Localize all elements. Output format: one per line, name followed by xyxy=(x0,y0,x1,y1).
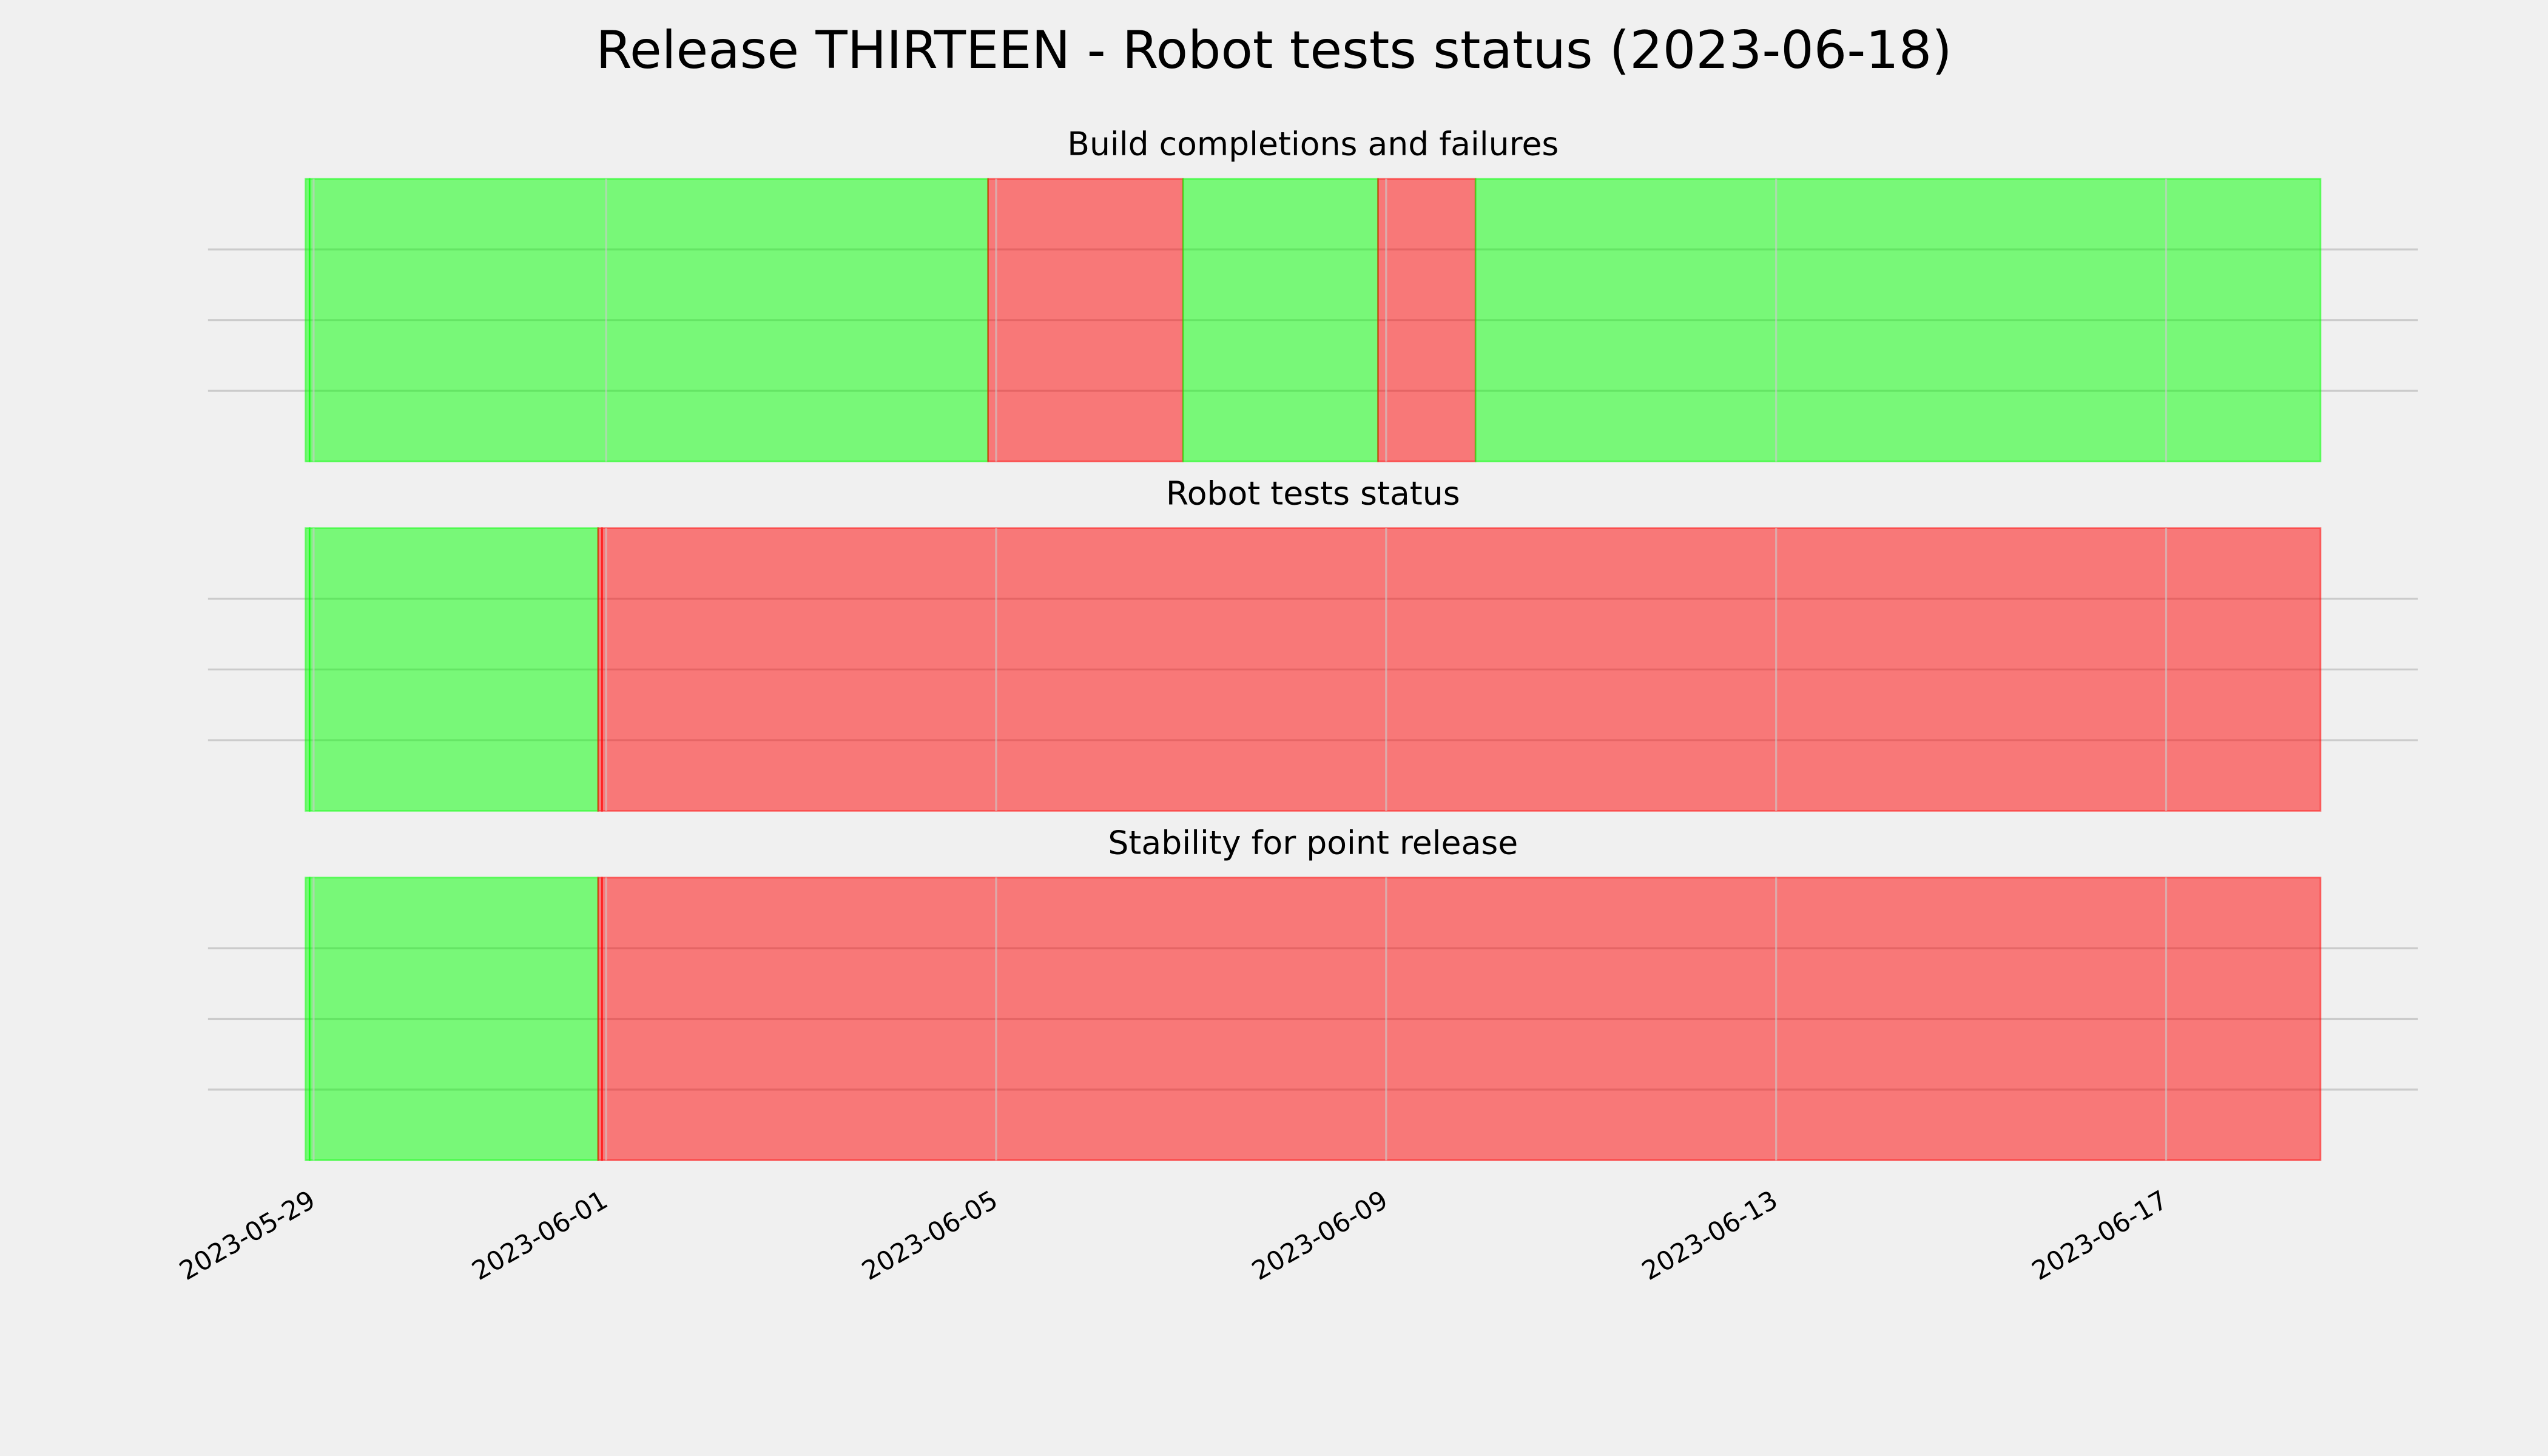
panel-title: Stability for point release xyxy=(1108,823,1518,861)
status-segment xyxy=(601,527,2322,812)
x-tick-label: 2023-06-13 xyxy=(1637,1185,1783,1287)
x-tick-label: 2023-06-17 xyxy=(2027,1185,2173,1287)
panel-title: Robot tests status xyxy=(1166,474,1460,513)
panel-title: Build completions and failures xyxy=(1067,125,1559,163)
status-segment xyxy=(1377,178,1477,463)
status-segment xyxy=(1474,178,2322,463)
status-segment xyxy=(308,178,989,463)
x-tick-label: 2023-06-09 xyxy=(1247,1185,1393,1287)
status-segment xyxy=(308,877,599,1161)
status-segment xyxy=(601,877,2322,1161)
x-tick-label: 2023-06-05 xyxy=(857,1185,1003,1287)
status-segment xyxy=(987,178,1184,463)
status-segment xyxy=(1182,178,1379,463)
x-tick-label: 2023-06-01 xyxy=(467,1185,613,1287)
chart-title: Release THIRTEEN - Robot tests status (2… xyxy=(596,20,1952,81)
status-segment xyxy=(308,527,599,812)
x-tick-label: 2023-05-29 xyxy=(175,1185,321,1287)
